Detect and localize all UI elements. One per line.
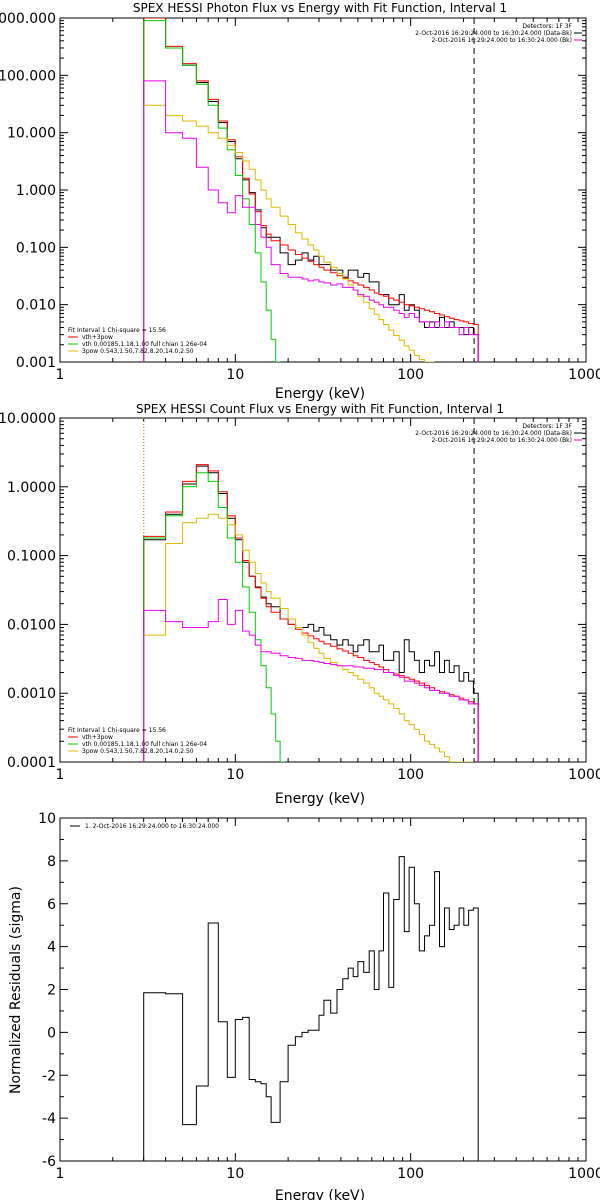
x-tick-label: 100 <box>397 767 424 783</box>
x-tick-label: 10 <box>226 767 244 783</box>
legend-bottom-entry: vth 0.00185,1.18,1.00 full chian 1.26e-0… <box>82 741 207 748</box>
x-tick-label: 10 <box>226 367 244 383</box>
series-bk <box>143 80 479 362</box>
y-tick-label: 1.0000 <box>7 480 56 496</box>
y-tick-label: 0.0100 <box>7 617 56 633</box>
y-tick-label: -2 <box>42 1068 56 1084</box>
legend-top-entry: Detectors: 1F 3F <box>522 23 572 30</box>
x-axis-label: Energy (keV) <box>275 1188 365 1200</box>
residuals-panel: Energy (keV) Normalized Residuals (sigma… <box>8 811 600 1200</box>
plot-area <box>143 418 479 762</box>
y-tick-label: 0.0001 <box>7 755 56 771</box>
x-tick-label: 1000 <box>568 367 600 383</box>
y-tick-label: 0.0010 <box>7 686 56 702</box>
series-vth-3pow <box>143 464 479 762</box>
panel-title: SPEX HESSI Count Flux vs Energy with Fit… <box>136 402 504 416</box>
series-3pow <box>143 104 435 362</box>
legend-bottom-entry: vth+3pow <box>82 334 113 341</box>
x-tick-label: 1 <box>56 367 65 383</box>
count-flux-panel: SPEX HESSI Count Flux vs Energy with Fit… <box>0 402 600 807</box>
y-tick-label: 8 <box>47 854 56 870</box>
legend-bottom-entry: Fit Interval 1 Chi-square = 15.56 <box>68 727 166 734</box>
y-tick-label: 2 <box>47 983 56 999</box>
y-tick-label: 0 <box>47 1025 56 1041</box>
y-tick-label: -4 <box>42 1111 56 1127</box>
series-1-2-oct-2016-16-29-24-000-to-16-30-24-000 <box>143 856 479 1161</box>
y-tick-label: 1.000 <box>16 183 56 199</box>
plot-frame <box>59 817 587 1162</box>
legend-top-entry: 2-Oct-2016 16:29:24.000 to 16:30:24.000 … <box>432 37 573 44</box>
legend-bottom-entry: 3pow 0.543,1.50,7.82,8.20,14.0,2.50 <box>82 748 194 755</box>
legend-bottom-entry: vth+3pow <box>82 734 113 741</box>
y-tick-label: 0.010 <box>16 298 56 314</box>
y-axis-label: Normalized Residuals (sigma) <box>8 886 24 1094</box>
y-tick-label: 0.100 <box>16 240 56 256</box>
x-tick-label: 1 <box>56 767 65 783</box>
x-tick-label: 100 <box>397 1166 424 1182</box>
y-tick-label: 10 <box>38 811 56 827</box>
panel-title: SPEX HESSI Photon Flux vs Energy with Fi… <box>133 1 507 15</box>
x-axis-label: Energy (keV) <box>275 791 365 807</box>
photon-flux-panel: SPEX HESSI Photon Flux vs Energy with Fi… <box>0 1 600 402</box>
y-tick-label: 0.001 <box>16 355 56 371</box>
series-vth <box>143 472 285 762</box>
x-tick-label: 100 <box>397 367 424 383</box>
legend-top-entry: 2-Oct-2016 16:29:24.000 to 16:30:24.000 … <box>415 430 572 437</box>
legend-bottom-entry: 3pow 0.543,1.50,7.82,8.20,14.0,2.50 <box>82 348 194 355</box>
y-tick-label: 10.0000 <box>0 411 56 427</box>
y-tick-label: 1000.000 <box>0 11 56 27</box>
x-axis-label: Energy (keV) <box>275 386 365 402</box>
legend-top-entry: 2-Oct-2016 16:29:24.000 to 16:30:24.000 … <box>432 437 573 444</box>
y-tick-label: 0.1000 <box>7 549 56 565</box>
legend-bottom-entry: Fit Interval 1 Chi-square = 15.56 <box>68 327 166 334</box>
series-vth <box>143 20 281 362</box>
legend-bottom-entry: vth 0.00185,1.18,1.00 full chian 1.26e-0… <box>82 341 207 348</box>
series-vth-3pow <box>143 18 479 362</box>
x-tick-label: 1 <box>56 1166 65 1182</box>
series-3pow <box>143 513 474 762</box>
plot-area <box>143 856 479 1161</box>
y-tick-label: 10.000 <box>7 126 56 142</box>
legend-top-entry: 1. 2-Oct-2016 16:29:24.000 to 16:30:24.0… <box>85 823 219 830</box>
series-bk <box>143 599 479 762</box>
y-tick-label: 100.000 <box>0 68 56 84</box>
plot-frame <box>59 17 587 363</box>
plot-area <box>143 18 479 362</box>
x-tick-label: 1000 <box>568 767 600 783</box>
x-tick-label: 10 <box>226 1166 244 1182</box>
plot-frame <box>59 417 587 763</box>
legend-top-entry: 2-Oct-2016 16:29:24.000 to 16:30:24.000 … <box>415 30 572 37</box>
y-tick-label: 6 <box>47 897 56 913</box>
legend-top-entry: Detectors: 1F 3F <box>522 423 572 430</box>
series-data-bk <box>143 465 479 762</box>
y-tick-label: 4 <box>47 940 56 956</box>
x-tick-label: 1000 <box>568 1166 600 1182</box>
y-tick-label: -6 <box>42 1154 56 1170</box>
